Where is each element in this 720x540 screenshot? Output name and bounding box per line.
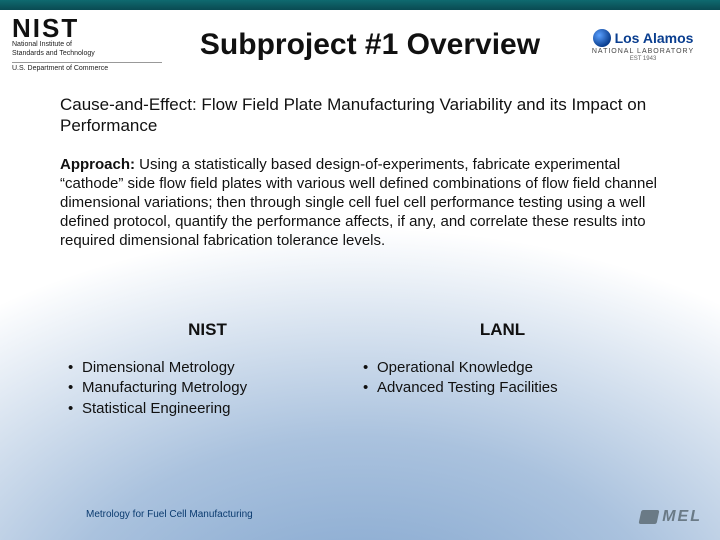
- nist-logo-dept: U.S. Department of Commerce: [12, 62, 162, 72]
- lanl-logo-sub: NATIONAL LABORATORY: [578, 48, 708, 55]
- nist-logo-word: NIST: [12, 18, 162, 39]
- nist-logo-line1: National Institute of: [12, 41, 162, 49]
- lanl-logo: Los Alamos NATIONAL LABORATORY EST 1943: [578, 29, 708, 62]
- nist-logo: NIST National Institute of Standards and…: [12, 18, 162, 72]
- column-nist: NIST Dimensional Metrology Manufacturing…: [60, 320, 355, 419]
- list-item: Manufacturing Metrology: [68, 378, 355, 398]
- approach-label: Approach:: [60, 156, 135, 173]
- column-list: Operational Knowledge Advanced Testing F…: [355, 358, 650, 399]
- list-item: Dimensional Metrology: [68, 358, 355, 378]
- column-list: Dimensional Metrology Manufacturing Metr…: [60, 358, 355, 419]
- lanl-logo-word: Los Alamos: [615, 30, 694, 46]
- top-accent-bar: [0, 0, 720, 10]
- content: Cause-and-Effect: Flow Field Plate Manuf…: [60, 94, 680, 250]
- mel-logo-icon: [639, 510, 660, 524]
- nist-logo-line2: Standards and Technology: [12, 50, 162, 58]
- approach-paragraph: Approach: Using a statistically based de…: [60, 155, 680, 251]
- lanl-logo-icon: [593, 29, 611, 47]
- list-item: Advanced Testing Facilities: [363, 378, 650, 398]
- mel-logo: MEL: [640, 508, 702, 526]
- column-head: NIST: [60, 320, 355, 340]
- columns: NIST Dimensional Metrology Manufacturing…: [0, 320, 720, 419]
- header: NIST National Institute of Standards and…: [0, 10, 720, 80]
- subtitle: Cause-and-Effect: Flow Field Plate Manuf…: [60, 94, 680, 137]
- approach-text: Using a statistically based design-of-ex…: [60, 156, 657, 250]
- column-head: LANL: [355, 320, 650, 340]
- mel-logo-text: MEL: [662, 508, 702, 526]
- list-item: Operational Knowledge: [363, 358, 650, 378]
- list-item: Statistical Engineering: [68, 399, 355, 419]
- lanl-logo-est: EST 1943: [578, 56, 708, 62]
- slide: NIST National Institute of Standards and…: [0, 0, 720, 540]
- column-lanl: LANL Operational Knowledge Advanced Test…: [355, 320, 650, 419]
- footer-text: Metrology for Fuel Cell Manufacturing: [86, 509, 253, 520]
- slide-title: Subproject #1 Overview: [162, 28, 578, 62]
